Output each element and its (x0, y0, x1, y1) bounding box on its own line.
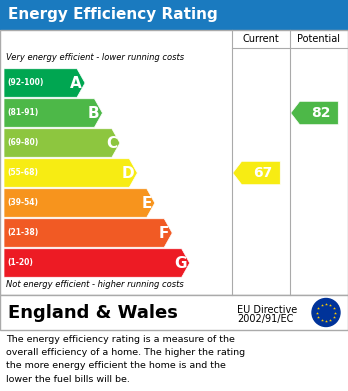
Text: England & Wales: England & Wales (8, 303, 178, 321)
Text: (55-68): (55-68) (7, 169, 38, 178)
Polygon shape (4, 159, 137, 187)
Text: EU Directive: EU Directive (237, 305, 297, 315)
Text: (92-100): (92-100) (7, 79, 44, 88)
Text: The energy efficiency rating is a measure of the
overall efficiency of a home. T: The energy efficiency rating is a measur… (6, 335, 245, 384)
Polygon shape (4, 129, 120, 157)
Text: C: C (106, 136, 117, 151)
Text: (69-80): (69-80) (7, 138, 38, 147)
Bar (0, 0, 348, 30)
Text: F: F (159, 226, 169, 240)
Text: (81-91): (81-91) (7, 108, 38, 118)
Text: 2002/91/EC: 2002/91/EC (237, 314, 293, 324)
Polygon shape (4, 69, 85, 97)
Text: Current: Current (243, 34, 279, 44)
Polygon shape (4, 99, 102, 127)
Polygon shape (233, 161, 280, 185)
Bar (0, 295, 348, 330)
Text: Very energy efficient - lower running costs: Very energy efficient - lower running co… (6, 53, 184, 62)
Text: Not energy efficient - higher running costs: Not energy efficient - higher running co… (6, 280, 184, 289)
Polygon shape (291, 101, 338, 125)
Text: G: G (174, 255, 187, 271)
Bar (0, 30, 348, 295)
Text: D: D (122, 165, 134, 181)
Text: (39-54): (39-54) (7, 199, 38, 208)
Text: (1-20): (1-20) (7, 258, 33, 267)
Circle shape (312, 298, 340, 326)
Text: Energy Efficiency Rating: Energy Efficiency Rating (8, 7, 218, 23)
Text: B: B (88, 106, 100, 120)
Text: (21-38): (21-38) (7, 228, 38, 237)
Text: A: A (70, 75, 82, 90)
Text: 82: 82 (311, 106, 331, 120)
Polygon shape (4, 189, 155, 217)
Polygon shape (4, 219, 172, 247)
Polygon shape (4, 249, 190, 277)
Text: E: E (141, 196, 152, 210)
Text: Potential: Potential (298, 34, 340, 44)
Text: 67: 67 (253, 166, 272, 180)
